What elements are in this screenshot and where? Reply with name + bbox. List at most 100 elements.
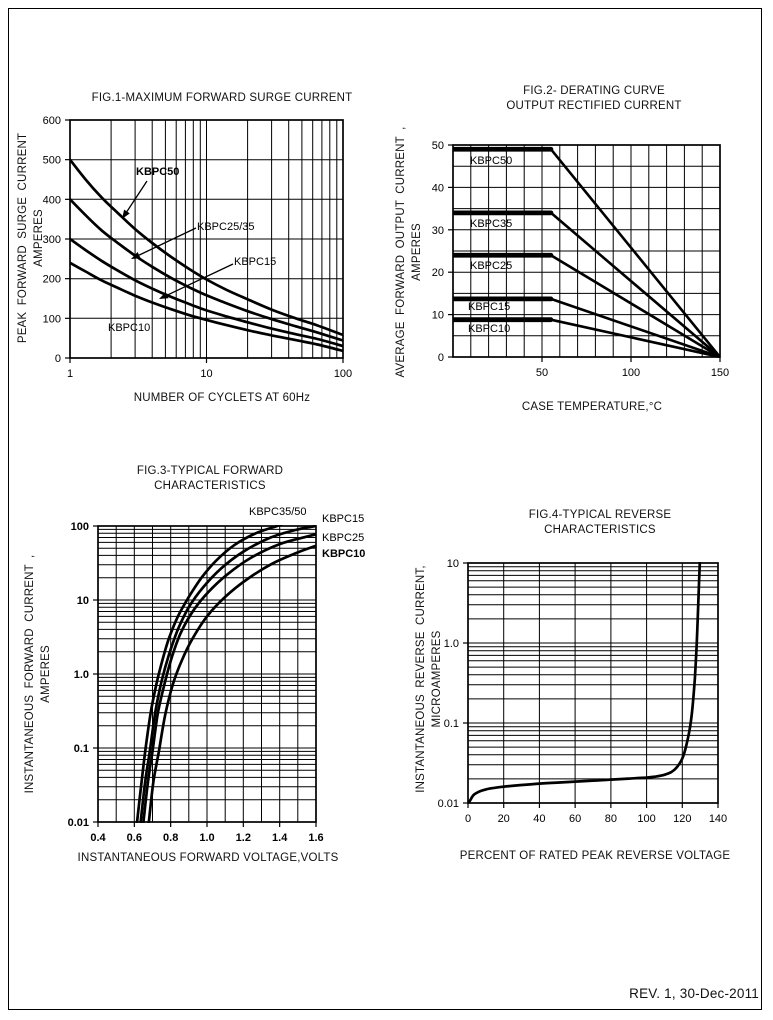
fig1-y-tick: 600 [43,115,61,127]
fig4-y-tick: 0.1 [444,718,459,730]
fig4-grid [467,562,719,804]
fig4-plot: 0 20 40 60 80 100 120 140 10 1.0 0.1 0.01 [438,558,728,825]
fig1-title: FIG.1-MAXIMUM FORWARD SURGE CURRENT [92,91,353,106]
fig4-x-tick: 20 [498,813,510,825]
fig2-label-kbpc50: KBPC50 [470,155,512,167]
page-border [8,8,762,1010]
fig4-x-axis-label: PERCENT OF RATED PEAK REVERSE VOLTAGE [459,850,731,862]
fig1-y-tick: 300 [43,234,61,246]
fig3-curve-kbpc15 [139,525,316,823]
fig3-x-tick: 1.6 [308,832,323,844]
fig4-x-tick: 120 [673,813,691,825]
fig1-label-kbpc50: KBPC50 [136,166,179,178]
fig1-curves [70,158,343,353]
fig2-y-tick: 20 [432,267,444,279]
fig4-curves [468,562,702,804]
fig3-title: FIG.3-TYPICAL FORWARD CHARACTERISTICS [137,464,283,494]
fig4-x-tick: 60 [569,813,581,825]
fig1-y-tick: 500 [43,155,61,167]
fig2-y-tick: 30 [432,225,444,237]
fig4-curve-typical-reverse-leakage [468,562,702,804]
fig4-tick-labels: 0 20 40 60 80 100 120 140 10 1.0 0.1 0.01 [438,558,728,825]
fig3-tick-labels: 0.4 0.6 0.8 1.0 1.2 1.4 1.6 100 10 1.0 0.1 0.01 [68,521,324,844]
fig2-curve-kbpc35 [549,211,720,358]
fig3-title-line: FIG.3-TYPICAL FORWARD [136,465,284,477]
fig2-curve-labels: KBPC50 KBPC35 KBPC25 KBPC15 KBPC10 [468,155,512,335]
fig1-curve-kbpc15 [70,237,343,348]
fig1-x-tick: 1 [67,368,73,380]
fig1-curve-labels: KBPC50 KBPC25/35 KBPC15 KBPC10 [108,166,276,334]
fig2-curve-kbpc50 [549,147,720,358]
fig1-x-tick: 100 [334,368,352,380]
fig3-x-tick: 0.6 [127,832,142,844]
fig2-x-axis-label: CASE TEMPERATURE,°C [521,401,663,413]
fig4-x-tick: 140 [709,813,727,825]
fig3-label-kbpc15: KBPC15 [322,513,364,525]
fig2-curves [453,146,720,358]
fig1-tick-labels: 1 10 100 0 100 200 300 400 500 600 [43,115,353,380]
fig3-curves [135,525,316,823]
fig4-x-tick: 40 [533,813,545,825]
fig4-x-tick: 0 [465,813,471,825]
fig3-y-tick: 0.1 [74,743,89,755]
fig1-plot: 1 10 100 0 100 200 300 400 500 600 KBPC50 KBPC25/35… [43,115,353,380]
fig3-x-tick: 1.0 [199,832,214,844]
fig3-x-tick: 1.4 [272,832,288,844]
fig2-x-tick: 100 [622,367,640,379]
fig1-label-kbpc15: KBPC15 [234,256,276,268]
fig1-label-kbpc10: KBPC10 [108,322,150,334]
fig2-frame [452,144,721,358]
fig3-label-kbpc25: KBPC25 [322,532,364,544]
fig2-title: FIG.2- DERATING CURVE OUTPUT RECTIFIED C… [506,84,681,114]
fig1-x-tick: 10 [200,368,212,380]
fig2-x-tick: 50 [536,367,548,379]
fig1-arrow-line [166,263,234,296]
fig4-title: FIG.4-TYPICAL REVERSE CHARACTERISTICS [529,508,671,538]
fig2-label-kbpc10: KBPC10 [468,323,510,335]
fig3-plot: 0.4 0.6 0.8 1.0 1.2 1.4 1.6 100 10 1.0 0.1 0.01 KBPC… [68,506,366,844]
fig1-curve-kbpc50 [70,158,343,337]
fig1-x-axis-label: NUMBER OF CYCLETS AT 60Hz [133,392,311,404]
fig2-y-tick: 50 [432,140,444,152]
fig1-y-tick: 400 [43,194,61,206]
fig1-curve-kbpc25-35 [70,197,343,342]
fig3-x-tick: 0.8 [163,832,178,844]
fig3-y-tick: 0.01 [68,817,89,829]
fig3-curve-labels: KBPC35/50 KBPC15 KBPC25 KBPC10 [249,506,365,560]
fig3-y-tick: 10 [77,595,89,607]
fig3-curve-kbpc10 [147,544,316,823]
fig2-curve-kbpc15 [549,297,720,358]
fig1-y-tick: 200 [43,274,61,286]
fig4-title-line: CHARACTERISTICS [544,524,656,536]
fig3-label-kbpc35-50: KBPC35/50 [249,506,306,518]
fig2-y-tick: 40 [432,182,444,194]
fig3-x-tick: 1.2 [236,832,251,844]
fig2-curve-kbpc10 [549,318,720,358]
fig1-curve-kbpc10 [70,261,343,353]
fig3-x-axis-label: INSTANTANEOUS FORWARD VOLTAGE,VOLTS [77,852,339,864]
fig3-label-kbpc10: KBPC10 [322,548,365,560]
fig2-plot: 50 100 150 0 10 20 30 40 50 KBPC50 KBPC35 KBPC25 KBP… [432,140,729,379]
fig2-x-tick: 150 [711,367,729,379]
fig4-y-tick: 0.01 [438,798,459,810]
fig1-arrow-head [131,252,141,259]
fig3-x-tick: 0.4 [90,832,106,844]
fig3-title-line: CHARACTERISTICS [154,480,266,492]
fig1-y-tick: 0 [55,353,61,365]
fig2-tick-labels: 50 100 150 0 10 20 30 40 50 [432,140,729,379]
fig2-y-tick: 10 [432,310,444,322]
fig2-label-kbpc25: KBPC25 [470,260,512,272]
fig3-y-tick: 100 [71,521,89,533]
fig1-arrow-head [122,209,130,219]
fig4-title-line: FIG.4-TYPICAL REVERSE [528,509,672,521]
fig4-x-tick: 80 [605,813,617,825]
fig1-y-tick: 100 [43,313,61,325]
fig2-title-line: FIG.2- DERATING CURVE [523,85,665,97]
fig1-arrow-head [159,292,169,299]
fig2-y-tick: 0 [438,352,444,364]
fig2-label-kbpc35: KBPC35 [470,218,512,230]
fig1-label-kbpc25-35: KBPC25/35 [197,221,254,233]
fig3-curve-kbpc25 [142,533,316,823]
